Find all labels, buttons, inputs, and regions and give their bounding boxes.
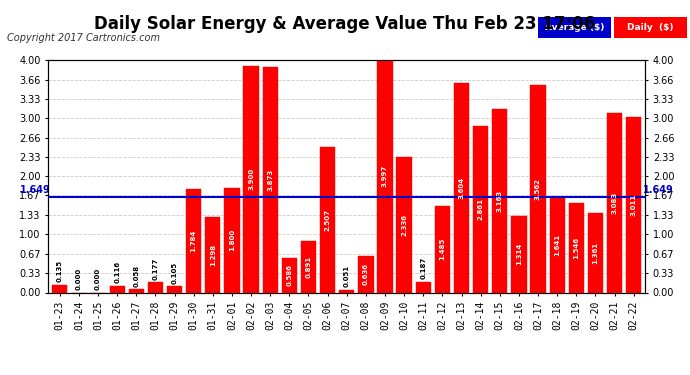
Text: 0.135: 0.135 xyxy=(57,260,63,282)
Bar xyxy=(473,126,489,292)
Bar xyxy=(224,188,239,292)
Bar xyxy=(320,147,335,292)
Bar xyxy=(186,189,201,292)
Text: Average ($): Average ($) xyxy=(544,22,604,32)
Text: 1.314: 1.314 xyxy=(516,243,522,266)
Bar xyxy=(415,282,431,292)
Text: 3.604: 3.604 xyxy=(458,177,464,199)
Bar xyxy=(358,255,373,292)
Bar xyxy=(454,83,469,292)
Bar xyxy=(339,290,355,292)
Bar xyxy=(569,202,584,292)
Text: 1.649: 1.649 xyxy=(643,185,674,195)
Text: 3.083: 3.083 xyxy=(611,192,618,214)
Bar xyxy=(492,109,507,292)
Text: 1.784: 1.784 xyxy=(190,230,197,252)
Text: 2.507: 2.507 xyxy=(324,209,331,231)
Bar xyxy=(205,217,221,292)
Bar xyxy=(52,285,68,292)
Text: 1.298: 1.298 xyxy=(210,244,216,266)
Bar xyxy=(397,157,412,292)
Text: 0.187: 0.187 xyxy=(420,257,426,279)
Text: 0.891: 0.891 xyxy=(306,255,311,278)
Text: 0.177: 0.177 xyxy=(152,258,159,280)
Text: 3.011: 3.011 xyxy=(631,194,637,216)
Bar xyxy=(110,286,125,292)
Bar xyxy=(263,68,278,292)
Text: 1.800: 1.800 xyxy=(229,229,235,251)
Text: 0.636: 0.636 xyxy=(363,263,369,285)
Text: 0.000: 0.000 xyxy=(95,268,101,290)
Text: 1.546: 1.546 xyxy=(573,237,580,259)
Text: Daily  ($): Daily ($) xyxy=(627,22,673,32)
Text: 1.361: 1.361 xyxy=(593,242,598,264)
Text: 3.873: 3.873 xyxy=(267,169,273,191)
Bar xyxy=(588,213,603,292)
Text: Copyright 2017 Cartronics.com: Copyright 2017 Cartronics.com xyxy=(7,33,160,43)
Bar xyxy=(377,60,393,292)
Text: 3.900: 3.900 xyxy=(248,168,254,190)
Bar xyxy=(167,286,182,292)
Text: 3.997: 3.997 xyxy=(382,165,388,188)
Text: Daily Solar Energy & Average Value Thu Feb 23 17:06: Daily Solar Energy & Average Value Thu F… xyxy=(95,15,595,33)
Text: 3.562: 3.562 xyxy=(535,178,541,200)
Bar xyxy=(511,216,526,292)
Text: 2.861: 2.861 xyxy=(477,198,484,220)
Bar xyxy=(301,241,316,292)
Text: 0.586: 0.586 xyxy=(286,264,293,286)
Bar xyxy=(435,206,450,292)
Text: 0.105: 0.105 xyxy=(172,262,177,284)
Text: 2.336: 2.336 xyxy=(401,214,407,236)
Text: 0.051: 0.051 xyxy=(344,265,350,287)
Bar xyxy=(128,289,144,292)
Bar xyxy=(148,282,163,292)
Text: 1.641: 1.641 xyxy=(554,234,560,256)
Bar xyxy=(626,117,641,292)
Bar xyxy=(282,258,297,292)
Text: 1.649: 1.649 xyxy=(19,185,50,195)
Text: 3.163: 3.163 xyxy=(497,189,503,211)
Text: 0.116: 0.116 xyxy=(114,261,120,284)
Text: 0.058: 0.058 xyxy=(133,265,139,287)
Text: 0.000: 0.000 xyxy=(76,268,82,290)
Bar xyxy=(549,197,565,292)
Bar xyxy=(244,66,259,292)
Bar xyxy=(607,113,622,292)
Text: 1.485: 1.485 xyxy=(440,238,445,261)
Bar xyxy=(531,86,546,292)
